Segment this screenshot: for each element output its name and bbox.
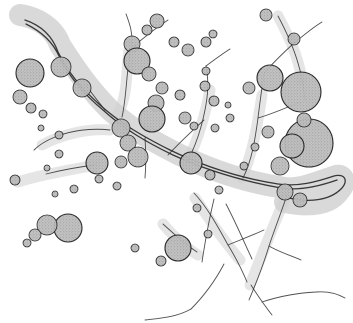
settlement-circle — [127, 146, 149, 168]
settlement-circle — [51, 190, 59, 198]
settlement-circle — [287, 32, 301, 46]
river-line — [205, 48, 231, 67]
settlement-circle — [149, 13, 165, 29]
settlement-circle — [111, 118, 131, 138]
river-line — [227, 229, 265, 246]
river-line — [268, 245, 302, 261]
settlement-circle — [69, 184, 79, 194]
river-corridor — [36, 124, 116, 151]
settlement-circle — [279, 133, 305, 159]
settlement-circle — [12, 89, 28, 105]
settlement-circle — [276, 183, 294, 201]
settlement-circle — [179, 151, 203, 175]
settlement-circle — [138, 105, 166, 133]
river-corridor — [189, 192, 246, 266]
settlement-circle — [141, 24, 153, 36]
river-corridor — [12, 159, 101, 188]
settlement-circle — [141, 66, 157, 82]
settlement-circle — [214, 185, 224, 195]
settlement-circle — [242, 81, 256, 95]
settlement-circle — [292, 192, 308, 208]
settlement-circle — [192, 203, 202, 213]
settlement-circle — [181, 43, 195, 57]
settlement-circle — [54, 130, 64, 140]
settlement-circle — [130, 243, 140, 253]
settlement-circle — [50, 56, 72, 78]
settlement-circle — [119, 134, 137, 152]
settlement-circle — [9, 174, 21, 186]
settlement-circle — [280, 71, 322, 113]
settlement-circle — [94, 174, 104, 184]
settlement-circles-layer — [9, 8, 334, 267]
settlement-circle — [36, 214, 58, 236]
settlement-circle — [296, 112, 312, 128]
settlement-circle — [43, 164, 51, 172]
settlement-circle — [155, 81, 169, 95]
river-line — [187, 65, 209, 161]
settlement-circle — [239, 161, 249, 171]
settlement-circle — [22, 238, 32, 248]
settlement-circle — [114, 155, 128, 169]
river-line — [190, 263, 225, 310]
settlement-circle — [178, 111, 192, 125]
river-line — [167, 119, 205, 156]
settlement-circle — [259, 8, 273, 22]
settlement-circle — [261, 125, 275, 139]
settlement-circle — [72, 78, 92, 98]
settlement-circle — [210, 123, 220, 133]
settlement-circle — [28, 228, 42, 242]
river-line — [261, 291, 346, 303]
settlement-circle — [203, 229, 213, 239]
settlement-circle — [85, 151, 109, 175]
settlement-circle — [208, 29, 218, 39]
river-line — [33, 128, 111, 151]
river-corridor — [9, 4, 353, 216]
settlement-circle — [123, 47, 151, 75]
settlement-circle — [53, 213, 83, 243]
settlement-circle — [204, 169, 216, 181]
settlement-circle — [174, 89, 186, 101]
settlement-circle — [54, 149, 64, 159]
settlement-circle — [199, 80, 211, 92]
settlement-circle — [164, 234, 192, 262]
settlement-circle — [112, 181, 122, 191]
settlement-circle — [200, 36, 212, 48]
river-corridor — [272, 10, 308, 86]
settlement-circle — [168, 36, 180, 48]
settlement-circle — [270, 156, 290, 176]
settlement-circle — [224, 101, 232, 109]
settlement-circle — [155, 255, 167, 267]
settlement-circle — [208, 95, 220, 107]
settlement-circle — [15, 58, 45, 88]
river-line — [144, 308, 192, 321]
settlement-circle — [250, 142, 260, 152]
settlement-circle — [189, 121, 199, 131]
settlement-circle — [256, 64, 284, 92]
settlement-circle — [38, 109, 48, 119]
settlement-circle — [225, 113, 235, 123]
river-line — [250, 284, 273, 316]
river-line — [225, 203, 253, 260]
settlement-circle — [25, 102, 37, 114]
settlement-circle — [37, 124, 45, 132]
settlement-circle — [201, 66, 211, 76]
river-corridor — [244, 189, 293, 291]
